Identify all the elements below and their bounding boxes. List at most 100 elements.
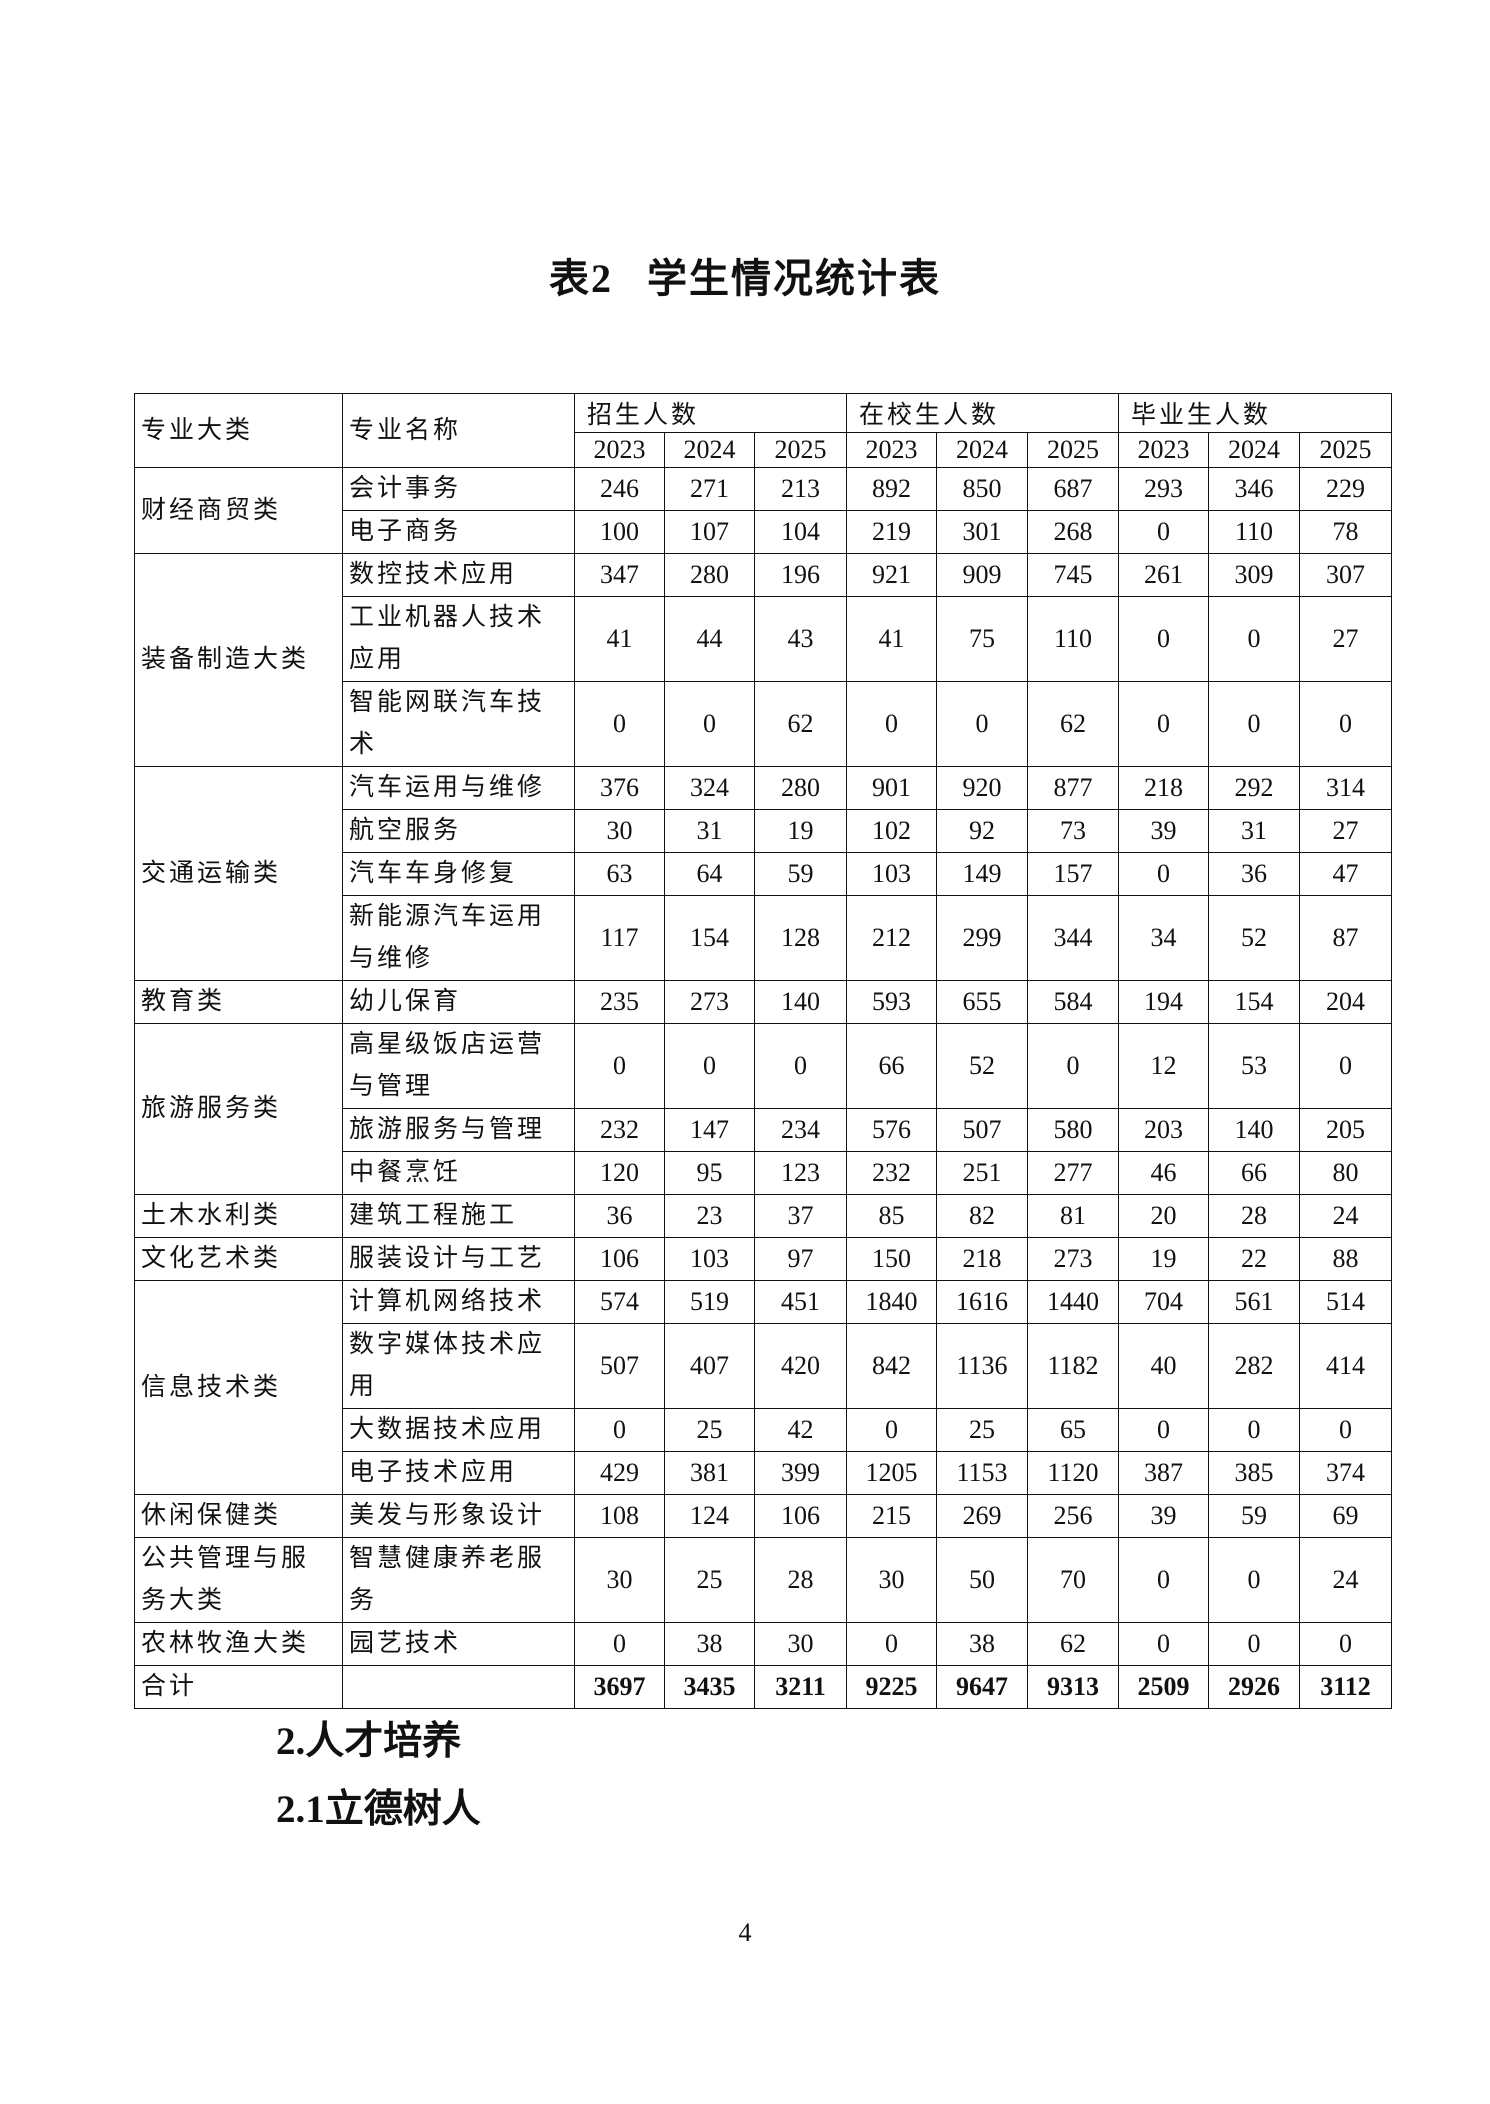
header-name: 专业名称 xyxy=(342,393,575,468)
table-row: 交通运输类 汽车运用与维修 376 324 280 901 920 877 218 292 314 xyxy=(134,766,1393,981)
value-cell: 280 xyxy=(754,766,847,810)
major-name-cell: 服装设计与工艺 xyxy=(342,1237,575,1281)
value-cell: 149 xyxy=(936,852,1028,896)
value-cell: 0 xyxy=(574,1023,665,1109)
header-year: 2025 xyxy=(754,432,847,468)
value-cell: 103 xyxy=(664,1237,755,1281)
table-row: 文化艺术类 服装设计与工艺 106 103 97 150 218 273 19 22 88 xyxy=(134,1237,1393,1281)
value-cell: 124 xyxy=(664,1494,755,1538)
value-cell: 687 xyxy=(1026,467,1120,511)
value-cell: 70 xyxy=(1026,1537,1120,1623)
value-cell: 47 xyxy=(1299,852,1393,896)
value-cell: 154 xyxy=(1208,980,1301,1024)
value-cell: 0 xyxy=(1118,1622,1210,1666)
value-cell: 561 xyxy=(1208,1280,1301,1324)
value-cell: 69 xyxy=(1299,1494,1393,1538)
table-row: 旅游服务类 高星级饭店运营与管理 0 0 0 66 52 0 12 53 0 xyxy=(134,1023,1393,1195)
major-name-cell: 航空服务 xyxy=(342,809,575,853)
value-cell: 22 xyxy=(1208,1237,1301,1281)
table-row: 公共管理与服务大类 智慧健康养老服务 30 25 28 30 50 70 0 0 24 xyxy=(134,1537,1393,1623)
value-cell: 877 xyxy=(1026,766,1120,810)
value-cell: 92 xyxy=(936,809,1028,853)
value-cell: 66 xyxy=(1208,1151,1301,1195)
value-cell: 229 xyxy=(1299,467,1393,511)
header-category: 专业大类 xyxy=(134,393,343,468)
value-cell: 0 xyxy=(664,1023,755,1109)
header-year: 2023 xyxy=(846,432,937,468)
value-cell: 78 xyxy=(1299,510,1393,554)
value-cell: 66 xyxy=(846,1023,937,1109)
value-cell: 892 xyxy=(846,467,937,511)
total-value-cell: 3112 xyxy=(1299,1665,1393,1709)
value-cell: 140 xyxy=(754,980,847,1024)
value-cell: 376 xyxy=(574,766,665,810)
value-cell: 268 xyxy=(1026,510,1120,554)
value-cell: 0 xyxy=(574,1622,665,1666)
value-cell: 293 xyxy=(1118,467,1210,511)
value-cell: 36 xyxy=(574,1194,665,1238)
value-cell: 381 xyxy=(664,1451,755,1495)
value-cell: 73 xyxy=(1026,809,1120,853)
value-cell: 745 xyxy=(1026,553,1120,597)
value-cell: 34 xyxy=(1118,895,1210,981)
category-cell: 土木水利类 xyxy=(134,1194,343,1238)
major-name-cell: 园艺技术 xyxy=(342,1622,575,1666)
major-name-cell: 计算机网络技术 xyxy=(342,1280,575,1324)
value-cell: 0 xyxy=(1208,1622,1301,1666)
value-cell: 324 xyxy=(664,766,755,810)
value-cell: 46 xyxy=(1118,1151,1210,1195)
value-cell: 0 xyxy=(1118,1408,1210,1452)
major-name-cell: 新能源汽车运用与维修 xyxy=(342,895,575,981)
major-name-cell: 电子商务 xyxy=(342,510,575,554)
value-cell: 41 xyxy=(846,596,937,682)
value-cell: 584 xyxy=(1026,980,1120,1024)
value-cell: 0 xyxy=(846,681,937,767)
total-value-cell: 2509 xyxy=(1118,1665,1210,1709)
value-cell: 1153 xyxy=(936,1451,1028,1495)
value-cell: 81 xyxy=(1026,1194,1120,1238)
value-cell: 0 xyxy=(1118,1537,1210,1623)
major-name-cell: 旅游服务与管理 xyxy=(342,1108,575,1152)
value-cell: 1120 xyxy=(1026,1451,1120,1495)
value-cell: 110 xyxy=(1208,510,1301,554)
value-cell: 0 xyxy=(1208,681,1301,767)
value-cell: 0 xyxy=(1299,1622,1393,1666)
value-cell: 30 xyxy=(846,1537,937,1623)
value-cell: 256 xyxy=(1026,1494,1120,1538)
value-cell: 277 xyxy=(1026,1151,1120,1195)
value-cell: 921 xyxy=(846,553,937,597)
value-cell: 62 xyxy=(754,681,847,767)
category-cell: 休闲保健类 xyxy=(134,1494,343,1538)
value-cell: 1182 xyxy=(1026,1323,1120,1409)
table-row: 农林牧渔大类 园艺技术 0 38 30 0 38 62 0 0 0 xyxy=(134,1622,1393,1666)
header-enrolled: 在校生人数 xyxy=(845,393,1120,433)
header-enrollment: 招生人数 xyxy=(574,393,847,433)
value-cell: 0 xyxy=(1118,596,1210,682)
value-cell: 38 xyxy=(936,1622,1028,1666)
value-cell: 0 xyxy=(1299,1023,1393,1109)
value-cell: 39 xyxy=(1118,809,1210,853)
table-title: 表2 学生情况统计表 xyxy=(0,246,1490,304)
value-cell: 97 xyxy=(754,1237,847,1281)
table-row: 教育类 幼儿保育 235 273 140 593 655 584 194 154 204 xyxy=(134,980,1393,1024)
value-cell: 87 xyxy=(1299,895,1393,981)
value-cell: 25 xyxy=(664,1408,755,1452)
category-cell: 装备制造大类 xyxy=(134,553,343,767)
value-cell: 1205 xyxy=(846,1451,937,1495)
value-cell: 75 xyxy=(936,596,1028,682)
total-label: 合计 xyxy=(134,1665,343,1709)
value-cell: 0 xyxy=(754,1023,847,1109)
category-cell: 公共管理与服务大类 xyxy=(134,1537,343,1623)
value-cell: 704 xyxy=(1118,1280,1210,1324)
header-year: 2025 xyxy=(1299,432,1393,468)
value-cell: 102 xyxy=(846,809,937,853)
value-cell: 194 xyxy=(1118,980,1210,1024)
value-cell: 120 xyxy=(574,1151,665,1195)
value-cell: 0 xyxy=(846,1622,937,1666)
value-cell: 0 xyxy=(1118,510,1210,554)
value-cell: 1840 xyxy=(846,1280,937,1324)
major-name-cell: 中餐烹饪 xyxy=(342,1151,575,1195)
value-cell: 42 xyxy=(754,1408,847,1452)
value-cell: 280 xyxy=(664,553,755,597)
value-cell: 909 xyxy=(936,553,1028,597)
